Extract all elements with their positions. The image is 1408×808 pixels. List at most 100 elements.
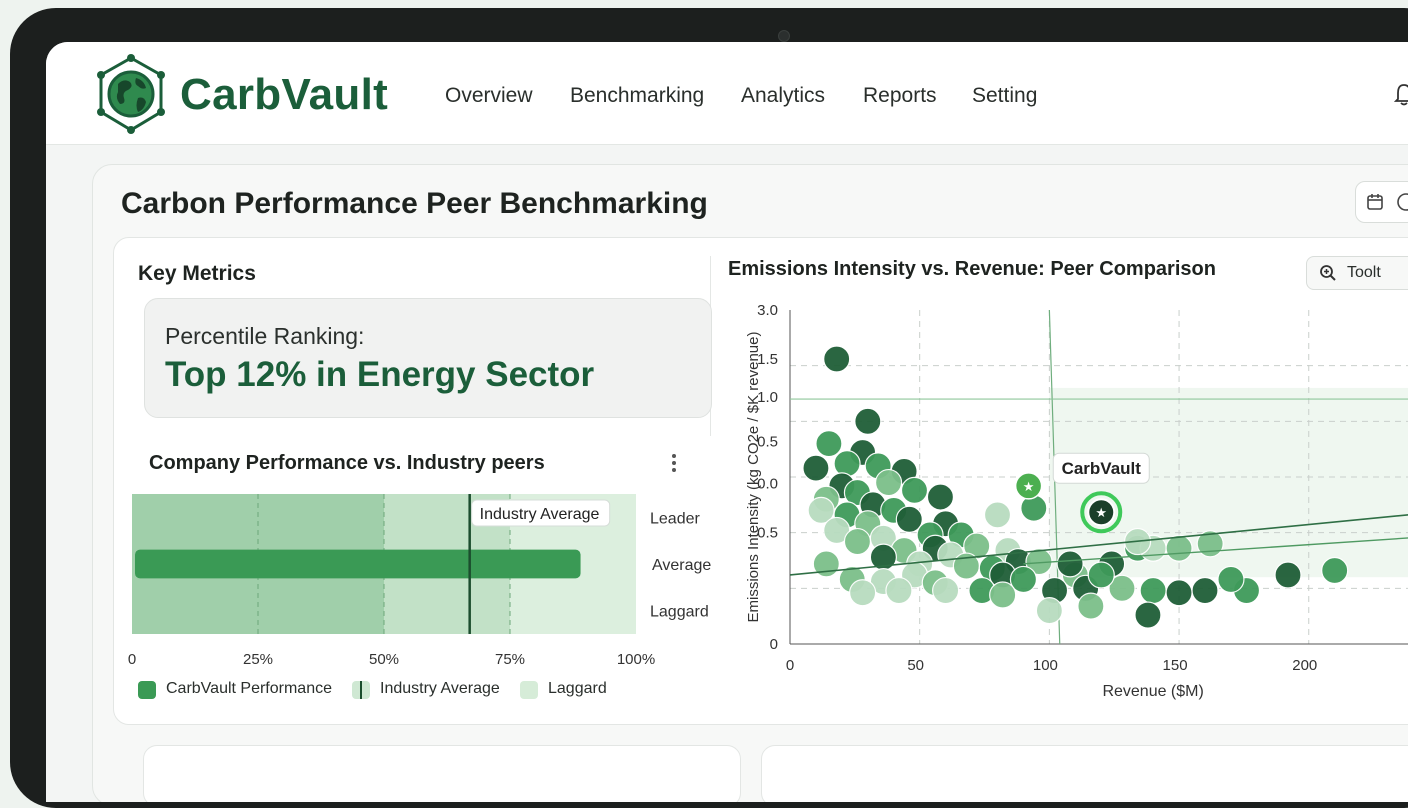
peer-data-point bbox=[1217, 565, 1245, 594]
y-axis-label: Emissions Intensity (kg CO2e / $K revenu… bbox=[745, 332, 762, 623]
lower-card-left bbox=[143, 745, 741, 802]
peer-data-point bbox=[1035, 597, 1063, 625]
peer-data-point bbox=[1108, 574, 1136, 602]
legend-label: CarbVault Performance bbox=[166, 680, 332, 697]
peer-data-point bbox=[932, 576, 960, 605]
peer-data-point bbox=[815, 430, 843, 458]
x-tick-label: 75% bbox=[495, 651, 525, 668]
y-tick-label: 0.5 bbox=[757, 525, 778, 542]
benchmark-card: Key Metrics Percentile Ranking: Top 12% … bbox=[113, 237, 1408, 725]
peer-data-point bbox=[1077, 592, 1105, 620]
nav-overview[interactable]: Overview bbox=[445, 84, 533, 107]
peer-data-point bbox=[1139, 576, 1167, 605]
x-tick-label: 0 bbox=[786, 657, 794, 674]
emissions-scatter-chart: ★TrendTrend★CarbVault3.01.51.00.50.00.50… bbox=[745, 302, 1408, 700]
percentile-value: Top 12% in Energy Sector bbox=[165, 355, 595, 394]
zoom-icon bbox=[1320, 265, 1336, 281]
x-tick-label: 100 bbox=[1033, 657, 1058, 674]
globe-logo-icon bbox=[97, 54, 165, 134]
peer-data-point bbox=[983, 501, 1012, 529]
x-tick-label: 100% bbox=[617, 651, 655, 668]
star-icon: ★ bbox=[1023, 479, 1035, 494]
x-tick-label: 25% bbox=[243, 651, 273, 668]
top-nav: CarbVault Overview Benchmarking Analytic… bbox=[46, 42, 1408, 145]
peer-data-point bbox=[926, 483, 955, 511]
legend-swatch-industry-average bbox=[352, 681, 370, 699]
peer-data-point bbox=[1134, 601, 1162, 629]
carbvault-highlight-ring bbox=[1080, 491, 1123, 534]
lower-card-right bbox=[761, 745, 1408, 802]
more-options-icon[interactable] bbox=[668, 452, 680, 476]
carbvault-point bbox=[1087, 498, 1116, 527]
x-axis-label: Revenue ($M) bbox=[1102, 683, 1203, 700]
x-tick-label: 0 bbox=[128, 651, 136, 668]
x-tick-label: 50% bbox=[369, 651, 399, 668]
clock-icon bbox=[1397, 193, 1408, 211]
trend-line-upper bbox=[789, 514, 1408, 576]
x-tick-label: 50 bbox=[907, 657, 924, 674]
peer-data-point bbox=[1321, 556, 1349, 585]
y-tick-label: 1.5 bbox=[757, 351, 778, 368]
peer-data-point bbox=[833, 450, 861, 478]
y-tick-label: 0.0 bbox=[757, 476, 778, 493]
peer-data-point bbox=[807, 496, 835, 524]
peer-data-point bbox=[843, 527, 872, 556]
benchmark-panel: Carbon Performance Peer Benchmarking Key… bbox=[92, 164, 1408, 802]
bell-icon[interactable] bbox=[1394, 82, 1408, 106]
nav-reports[interactable]: Reports bbox=[863, 84, 937, 107]
peer-data-point bbox=[849, 579, 877, 607]
y-tick-label: 1.0 bbox=[757, 389, 778, 406]
x-tick-label: 200 bbox=[1292, 657, 1317, 674]
peer-data-point bbox=[900, 476, 929, 504]
carbvault-callout bbox=[1052, 452, 1150, 484]
peer-data-point bbox=[885, 576, 913, 605]
peer-data-point bbox=[854, 407, 882, 435]
bar-chart-title: Company Performance vs. Industry peers bbox=[149, 452, 545, 474]
carbvault-performance-bar bbox=[135, 549, 581, 579]
carbvault-callout-label: CarbVault bbox=[1062, 459, 1142, 478]
scatter-chart-title: Emissions Intensity vs. Revenue: Peer Co… bbox=[728, 258, 1216, 280]
y-tick-label: 0.5 bbox=[757, 433, 778, 450]
peer-data-point bbox=[989, 581, 1017, 609]
key-metrics-title: Key Metrics bbox=[138, 262, 256, 285]
x-tick-label: 150 bbox=[1163, 657, 1188, 674]
nav-benchmarking[interactable]: Benchmarking bbox=[570, 84, 705, 107]
peer-data-point bbox=[1165, 534, 1193, 562]
category-label-average: Average bbox=[652, 557, 711, 574]
peer-data-point bbox=[1009, 565, 1038, 594]
peer-data-point bbox=[1274, 561, 1302, 589]
camera-dot bbox=[778, 30, 790, 42]
category-label-leader: Leader bbox=[650, 510, 700, 527]
app-screen: CarbVault Overview Benchmarking Analytic… bbox=[46, 42, 1408, 802]
y-tick-label: 3.0 bbox=[757, 302, 778, 319]
peer-data-point bbox=[1165, 579, 1193, 607]
tooltip-button-label: Toolt bbox=[1347, 264, 1381, 281]
category-label-laggard: Laggard bbox=[650, 604, 709, 621]
industry-average-label: Industry Average bbox=[480, 506, 600, 523]
peer-data-point bbox=[823, 345, 851, 373]
peer-data-point bbox=[1191, 576, 1219, 605]
peer-star-point bbox=[1014, 472, 1043, 500]
page-title: Carbon Performance Peer Benchmarking bbox=[121, 187, 708, 220]
nav-analytics[interactable]: Analytics bbox=[741, 84, 826, 107]
brand-name: CarbVault bbox=[180, 70, 389, 119]
legend-swatch-performance bbox=[138, 681, 156, 699]
industry-average-tag bbox=[471, 499, 611, 527]
percentile-label: Percentile Ranking: bbox=[165, 323, 365, 349]
legend-label: Industry Average bbox=[380, 680, 500, 697]
legend-swatch-laggard bbox=[520, 681, 538, 699]
y-tick-label: 0 bbox=[770, 636, 778, 653]
carbvault-star-icon: ★ bbox=[1095, 505, 1107, 520]
tooltip-toggle-button[interactable]: Toolt bbox=[1306, 256, 1408, 290]
date-range-button[interactable] bbox=[1355, 181, 1408, 223]
peer-data-point bbox=[1087, 561, 1115, 589]
percentile-ranking-box: Percentile Ranking: Top 12% in Energy Se… bbox=[144, 298, 712, 418]
peer-data-point bbox=[874, 468, 903, 497]
performance-bar-chart: Industry Average Leader Average Laggard 0 25%… bbox=[128, 494, 711, 668]
nav-setting[interactable]: Setting bbox=[972, 84, 1038, 107]
peer-data-point bbox=[802, 454, 830, 482]
peer-data-point bbox=[895, 505, 923, 533]
peer-data-point bbox=[1056, 550, 1084, 578]
trend-line-lower bbox=[1023, 537, 1408, 565]
legend-label: Laggard bbox=[548, 680, 607, 697]
